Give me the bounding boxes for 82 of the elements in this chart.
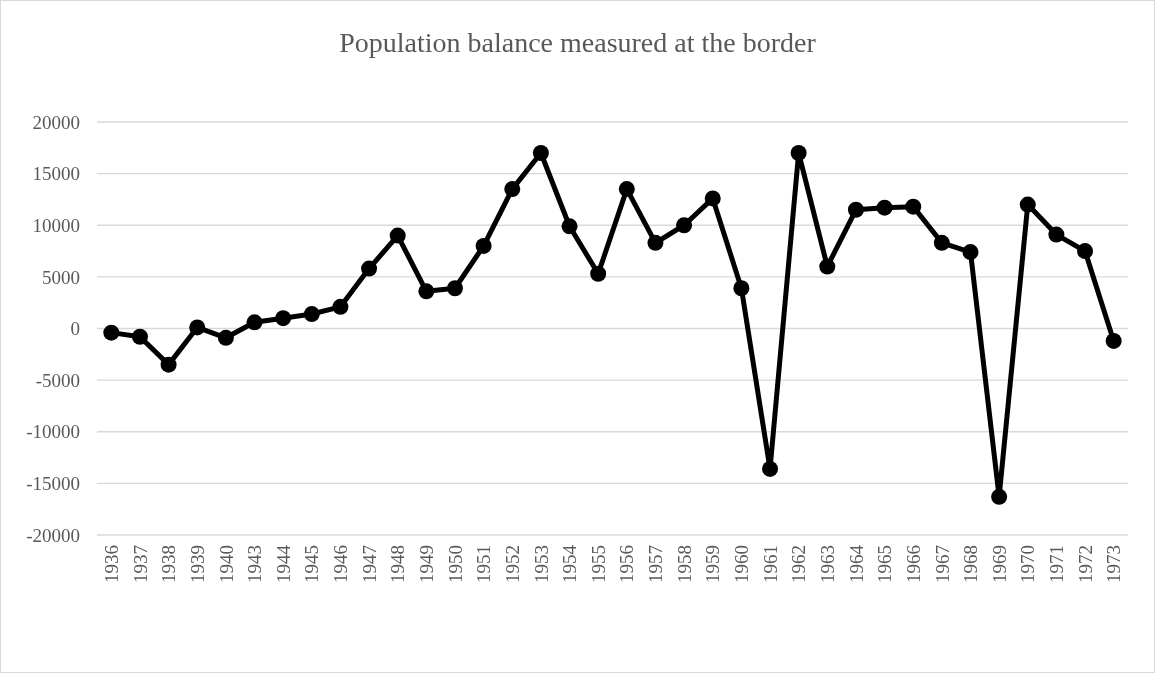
x-tick-label: 1938 xyxy=(158,545,180,583)
x-tick-label: 1959 xyxy=(702,545,724,583)
point xyxy=(389,227,406,244)
x-tick-label: 1947 xyxy=(358,545,380,583)
point xyxy=(1048,226,1065,243)
x-tick-label: 1940 xyxy=(215,545,237,583)
x-tick-label: 1962 xyxy=(788,545,810,583)
x-tick-label: 1950 xyxy=(444,545,466,583)
x-tick-label: 1943 xyxy=(244,545,266,583)
x-tick-label: 1951 xyxy=(473,545,495,583)
point xyxy=(361,260,378,277)
x-tick-label: 1955 xyxy=(587,545,609,583)
x-tick-label: 1936 xyxy=(100,545,122,583)
x-tick-label: 1972 xyxy=(1074,545,1096,583)
x-tick-label: 1946 xyxy=(330,545,352,583)
y-tick-label: -15000 xyxy=(26,473,80,495)
chart-title: Population balance measured at the border xyxy=(339,27,817,58)
x-tick-label: 1965 xyxy=(874,545,896,583)
x-tick-label: 1945 xyxy=(301,545,323,583)
point xyxy=(962,244,979,261)
point xyxy=(246,314,263,331)
point xyxy=(647,234,664,251)
x-tick-label: 1954 xyxy=(559,544,581,583)
point xyxy=(103,324,120,341)
y-tick-label: 20000 xyxy=(32,111,80,133)
point xyxy=(991,488,1008,505)
x-tick-label: 1952 xyxy=(501,545,523,583)
y-tick-label: -10000 xyxy=(26,421,80,443)
point xyxy=(160,356,177,373)
x-tick-label: 1961 xyxy=(759,545,781,583)
point xyxy=(561,218,578,235)
y-tick-label: 0 xyxy=(70,318,80,340)
point xyxy=(217,329,234,346)
point xyxy=(933,234,950,251)
y-tick-label: -5000 xyxy=(35,369,80,391)
point xyxy=(303,306,320,323)
x-tick-label: 1964 xyxy=(845,544,867,583)
x-tick-label: 1967 xyxy=(931,545,953,583)
point xyxy=(275,310,292,327)
x-tick-label: 1958 xyxy=(673,545,695,583)
x-tick-label: 1973 xyxy=(1103,545,1125,583)
y-tick-label: 10000 xyxy=(32,214,80,236)
x-tick-label: 1957 xyxy=(645,545,667,583)
point xyxy=(446,280,463,297)
point xyxy=(418,283,435,300)
y-tick-label: 15000 xyxy=(32,163,80,185)
point xyxy=(676,217,693,234)
x-tick-label: 1953 xyxy=(530,545,552,583)
point xyxy=(790,144,807,161)
point xyxy=(1105,332,1122,349)
x-tick-label: 1939 xyxy=(186,545,208,583)
point xyxy=(819,258,836,275)
x-tick-label: 1966 xyxy=(902,545,924,583)
point xyxy=(847,201,864,218)
x-tick-label: 1969 xyxy=(988,545,1010,583)
x-tick-label: 1944 xyxy=(272,544,294,583)
x-tick-label: 1960 xyxy=(731,545,753,583)
point xyxy=(762,460,779,477)
x-tick-label: 1956 xyxy=(616,545,638,583)
point xyxy=(590,265,607,282)
x-tick-label: 1949 xyxy=(416,545,437,583)
point xyxy=(1019,196,1036,213)
point xyxy=(475,237,492,254)
x-tick-label: 1971 xyxy=(1046,545,1068,583)
point xyxy=(504,181,521,198)
x-tick-label: 1970 xyxy=(1017,545,1039,583)
x-tick-label: 1963 xyxy=(816,545,838,583)
y-tick-label: -20000 xyxy=(26,524,80,546)
point xyxy=(618,181,635,198)
point xyxy=(1077,243,1094,260)
point xyxy=(189,319,206,336)
point xyxy=(131,328,148,345)
point xyxy=(704,190,721,207)
x-tick-label: 1948 xyxy=(387,545,409,583)
y-tick-label: 5000 xyxy=(42,266,80,288)
x-tick-label: 1968 xyxy=(960,545,982,583)
point xyxy=(733,280,750,297)
point xyxy=(532,144,549,161)
point xyxy=(876,199,893,216)
point xyxy=(332,298,349,315)
point xyxy=(905,198,922,215)
x-tick-label: 1937 xyxy=(129,545,151,583)
